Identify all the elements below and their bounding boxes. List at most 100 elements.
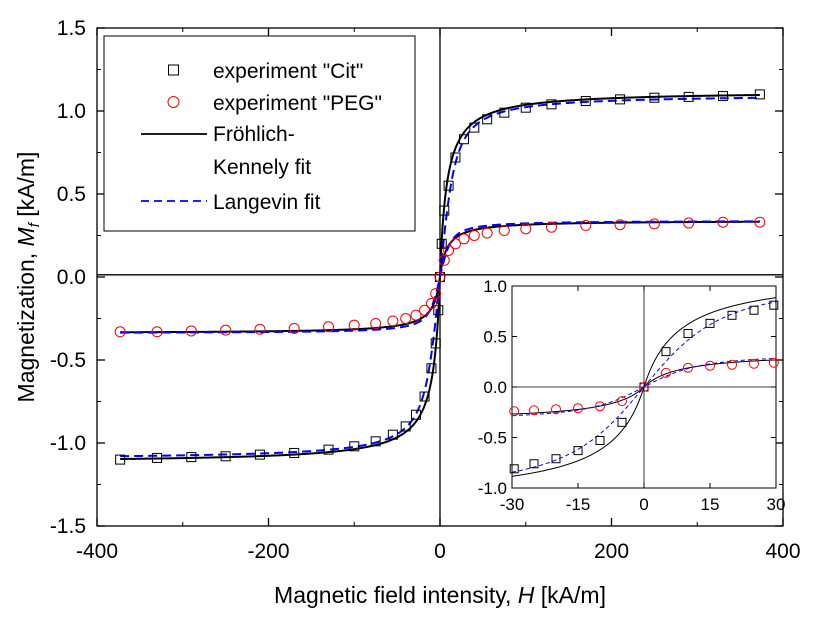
inset-y-tick-label: -1.0: [478, 479, 507, 498]
peg-data-point: [683, 217, 695, 229]
inset-cit-data-point: [683, 328, 693, 338]
peg-data-point: [614, 219, 626, 231]
peg-data-point: [370, 317, 382, 329]
legend-label-langevin: Langevin fit: [213, 191, 321, 214]
peg-data-point: [443, 244, 455, 256]
y-tick-label: 1.5: [57, 17, 86, 40]
inset-peg-data-point: [595, 401, 605, 412]
peg-data-point: [323, 321, 335, 333]
cit-data-point: [400, 421, 411, 432]
legend-label-fk-line2: Kennely fit: [213, 156, 311, 179]
cit-data-point: [482, 114, 493, 125]
cit-data-point: [186, 452, 197, 463]
main-ticks: -400 -200 0 200 400 -1.5 -1.0 -0.5 0.0 0.5 1.0 1.5: [50, 17, 801, 563]
inset-cit-data-point: [509, 464, 519, 474]
inset-peg-data-point: [749, 358, 759, 369]
cit-data-point: [443, 180, 454, 191]
inset-cit-data-point: [573, 446, 583, 456]
cit-data-point: [546, 99, 557, 110]
inset-fit-curves: [511, 297, 777, 477]
legend-circle-marker: [167, 96, 180, 108]
cit-data-point: [683, 91, 694, 102]
inset-y-tick-label: 0.0: [483, 378, 507, 397]
cit-data-point: [499, 107, 510, 118]
legend-square-marker: [168, 64, 179, 76]
cit-data-point: [115, 454, 126, 465]
inset-cit-data-point: [551, 454, 561, 464]
inset-y-tick-label: 0.5: [483, 328, 507, 347]
peg-data-point: [151, 326, 163, 338]
inset-peg-data-point: [573, 403, 583, 414]
cit-data-point: [754, 89, 765, 100]
peg-data-point: [288, 322, 300, 334]
inset-peg-data-point: [617, 396, 627, 407]
cit-data-point: [349, 441, 360, 452]
inset-x-tick-label: 0: [639, 495, 648, 514]
langevin-fit-curve: [120, 220, 760, 334]
peg-data-point: [430, 288, 442, 300]
cit-data-point: [419, 391, 430, 402]
peg-data-point: [481, 227, 493, 239]
peg-data-point: [498, 225, 510, 237]
peg-data-point: [458, 233, 470, 245]
peg-data-point: [419, 304, 431, 316]
cit-data-point: [410, 409, 421, 420]
peg-data-point: [425, 298, 437, 310]
inset-peg-data-point: [551, 404, 561, 415]
cit-data-point: [426, 363, 437, 374]
peg-data-point: [254, 323, 266, 335]
inset-peg-data-point: [529, 405, 539, 416]
peg-data-point: [220, 324, 232, 336]
cit-data-point: [152, 452, 163, 463]
y-tick-label: 0.0: [57, 266, 86, 289]
inset-plot: -30 -15 0 15 30 -1.0 -0.5 0.0 0.5 1.0: [478, 277, 786, 514]
peg-data-point: [449, 238, 461, 250]
peg-data-point: [580, 220, 592, 232]
cit-data-point: [220, 451, 231, 462]
inset-cit-data-point: [595, 436, 605, 446]
y-tick-label: 1.0: [57, 100, 86, 123]
cit-data-point: [436, 238, 447, 249]
inset-peg-data-point: [705, 360, 715, 371]
cit-data-point: [430, 338, 441, 349]
peg-data-point: [400, 313, 412, 324]
peg-data-point: [520, 223, 532, 235]
inset-peg-data-point: [768, 357, 779, 368]
inset-cit-data-point: [727, 310, 737, 320]
legend-label-cit: experiment "Cit": [213, 60, 363, 83]
cit-data-point: [615, 94, 626, 105]
cit-data-point: [289, 447, 300, 458]
main-fit-curves: [120, 93, 760, 461]
cit-data-point: [370, 436, 381, 447]
inset-peg-data-point: [509, 406, 520, 417]
peg-data-point: [185, 325, 197, 337]
peg-data-point: [648, 218, 660, 230]
inset-data-points: [509, 300, 779, 474]
inset-x-tick-label: -30: [500, 495, 525, 514]
x-tick-label: -200: [247, 540, 289, 563]
inset-x-tick-label: -15: [566, 495, 591, 514]
legend: experiment "Cit" experiment "PEG" Fröhli…: [103, 35, 416, 232]
inset-cit-data-point: [661, 347, 671, 357]
inset-cit-data-point: [705, 318, 715, 328]
peg-data-point: [545, 221, 557, 233]
cit-data-point: [649, 92, 660, 103]
cit-data-point: [717, 91, 728, 102]
cit-data-point: [323, 444, 334, 455]
peg-data-point: [434, 271, 446, 283]
peg-data-point: [387, 315, 399, 327]
y-tick-label: 0.5: [57, 183, 86, 206]
langevin-fit-curve: [511, 357, 777, 417]
y-tick-label: -1.5: [50, 515, 86, 538]
cit-data-point: [459, 134, 470, 145]
y-tick-label: -1.0: [50, 432, 86, 455]
cit-data-point: [580, 96, 591, 107]
peg-data-point: [114, 326, 126, 338]
legend-label-peg: experiment "PEG": [213, 92, 382, 115]
cit-data-point: [387, 429, 398, 440]
inset-cit-data-point: [769, 300, 779, 310]
x-tick-label: 0: [434, 540, 446, 563]
inset-peg-data-point: [661, 367, 671, 378]
y-axis-label: Magnetization, Mf [kA/m]: [13, 152, 43, 403]
